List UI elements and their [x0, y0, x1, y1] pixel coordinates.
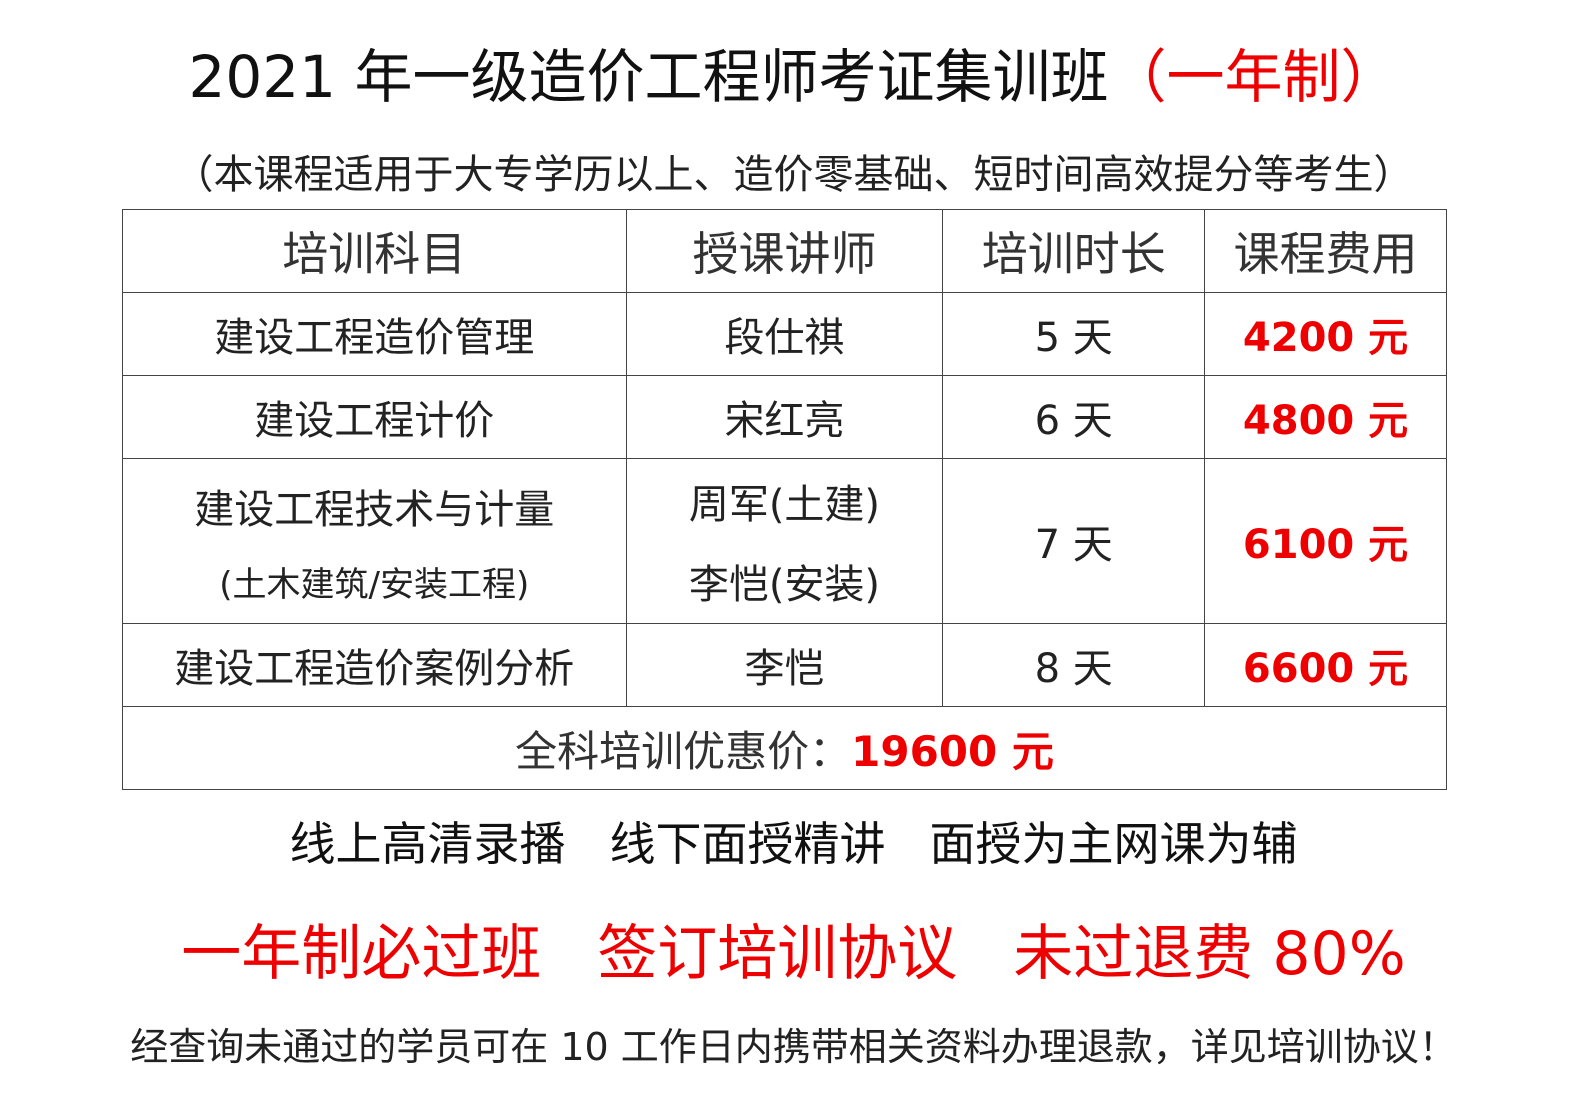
cell-duration: 7 天 [942, 458, 1206, 624]
cell-subject: 建设工程造价案例分析 [122, 623, 627, 707]
total-row: 全科培训优惠价：19600 元 [122, 706, 1447, 790]
total-cell: 全科培训优惠价：19600 元 [122, 706, 1447, 790]
cell-subject: 建设工程技术与计量 (土木建筑/安装工程) [122, 458, 627, 624]
course-table: 培训科目 授课讲师 培训时长 课程费用 建设工程造价管理 段仕祺 5 天 420… [122, 209, 1447, 790]
teacher-1: 周军(土建) [688, 482, 881, 528]
features-line: 线上高清录播 线下面授精讲 面授为主网课为辅 [0, 808, 1587, 874]
table-row: 建设工程计价 宋红亮 6 天 4800 元 [122, 375, 1447, 459]
cell-fee: 6600 元 [1204, 623, 1447, 707]
header-teacher: 授课讲师 [625, 209, 944, 293]
subtitle: （本课程适用于大专学历以上、造价零基础、短时间高效提分等考生） [173, 152, 1414, 198]
promises-line: 一年制必过班 签订培训协议 未过退费 80% [0, 905, 1587, 992]
refund-note: 经查询未通过的学员可在 10 工作日内携带相关资料办理退款，详见培训协议！ [130, 1025, 1457, 1069]
total-label: 全科培训优惠价： [515, 726, 852, 776]
promise-item: 一年制必过班 [181, 919, 542, 989]
cell-duration: 6 天 [942, 375, 1206, 459]
title-main: 2021 年一级造价工程师考证集训班 [188, 43, 1109, 111]
cell-subject: 建设工程计价 [122, 375, 627, 459]
table-row: 建设工程技术与计量 (土木建筑/安装工程) 周军(土建) 李恺(安装) 7 天 61… [122, 458, 1447, 624]
feature-item: 面授为主网课为辅 [929, 817, 1298, 871]
header-duration: 培训时长 [942, 209, 1206, 293]
feature-item: 线上高清录播 [289, 817, 566, 871]
title-highlight: （一年制） [1108, 43, 1399, 111]
cell-teacher: 宋红亮 [625, 375, 944, 459]
promise-item: 未过退费 80% [1013, 919, 1406, 989]
cell-teacher: 周军(土建) 李恺(安装) [625, 458, 944, 624]
page-title: 2021 年一级造价工程师考证集训班（一年制） [0, 30, 1587, 114]
feature-item: 线下面授精讲 [609, 817, 886, 871]
header-fee: 课程费用 [1204, 209, 1447, 293]
cell-subject: 建设工程造价管理 [122, 292, 627, 376]
promise-item: 签订培训协议 [597, 919, 958, 989]
cell-fee: 6100 元 [1204, 458, 1447, 624]
subject-note: (土木建筑/安装工程) [219, 564, 530, 605]
total-price: 19600 元 [851, 726, 1054, 776]
cell-fee: 4200 元 [1204, 292, 1447, 376]
table-row: 建设工程造价案例分析 李恺 8 天 6600 元 [122, 623, 1447, 707]
cell-teacher: 段仕祺 [625, 292, 944, 376]
cell-fee: 4800 元 [1204, 375, 1447, 459]
cell-duration: 8 天 [942, 623, 1206, 707]
teacher-2: 李恺(安装) [688, 562, 881, 608]
cell-duration: 5 天 [942, 292, 1206, 376]
header-subject: 培训科目 [122, 209, 627, 293]
cell-teacher: 李恺 [625, 623, 944, 707]
table-row: 建设工程造价管理 段仕祺 5 天 4200 元 [122, 292, 1447, 376]
table-header-row: 培训科目 授课讲师 培训时长 课程费用 [122, 209, 1447, 293]
subject-name: 建设工程技术与计量 [194, 486, 555, 533]
